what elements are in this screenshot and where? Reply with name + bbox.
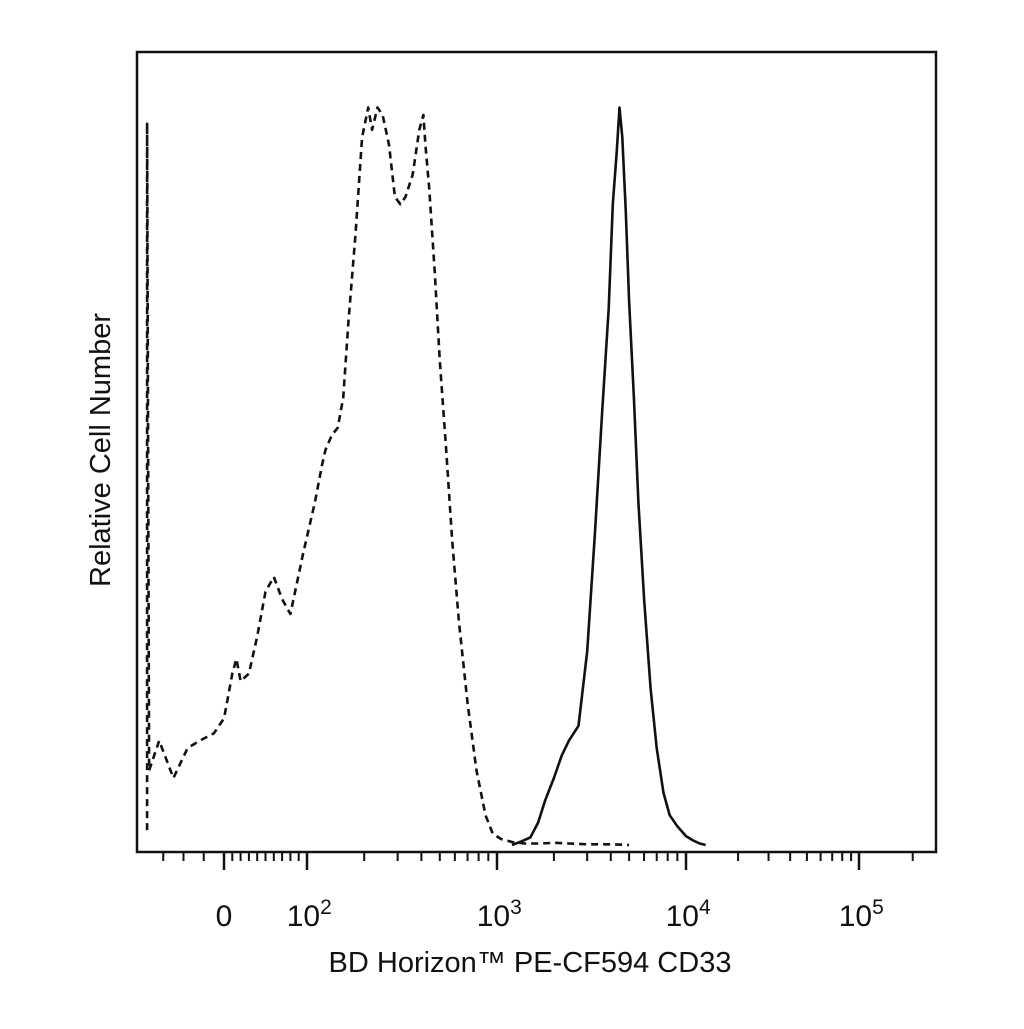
x-tick-label: 103 [477, 896, 522, 933]
x-axis-ticks [162, 852, 914, 870]
histogram-series-dashed [145, 106, 630, 847]
y-axis-title: Relative Cell Number [85, 313, 117, 587]
x-axis-title: BD Horizon™ PE-CF594 CD33 [329, 947, 732, 979]
histogram-series-solid [511, 106, 707, 847]
x-tick-label: 105 [839, 896, 884, 933]
x-tick-label: 102 [287, 896, 332, 933]
x-tick-label: 104 [666, 896, 711, 933]
x-tick-label: 0 [216, 900, 233, 933]
x-axis-tick-labels: 0 102 103 104 105 [216, 896, 884, 933]
plot-frame [135, 50, 938, 854]
series-layer [145, 106, 707, 847]
